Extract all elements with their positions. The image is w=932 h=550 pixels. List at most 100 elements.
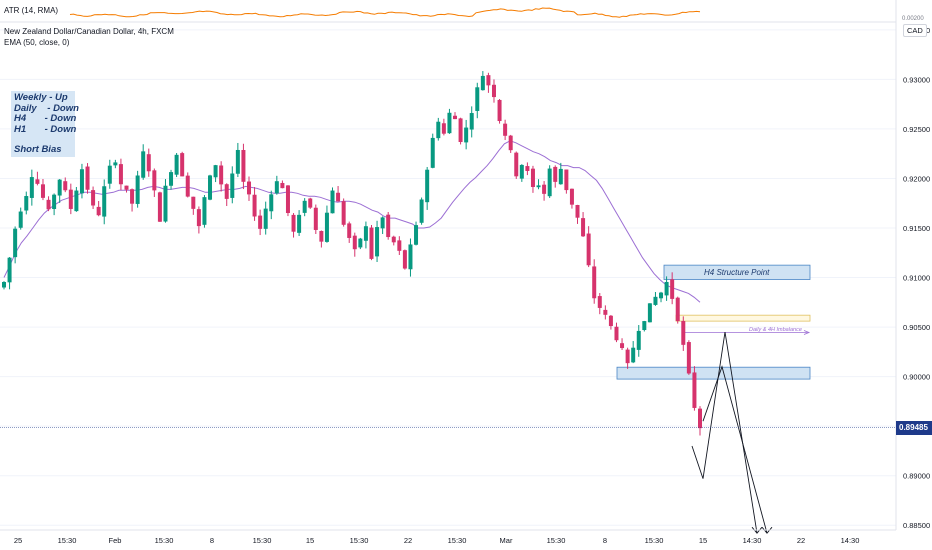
candle-body bbox=[536, 185, 541, 188]
candle-body bbox=[675, 297, 680, 322]
chart-symbol-title[interactable]: New Zealand Dollar/Canadian Dollar, 4h, … bbox=[4, 27, 174, 36]
x-tick-label: 15 bbox=[306, 536, 314, 545]
candle-body bbox=[369, 227, 374, 259]
x-tick-label: 22 bbox=[404, 536, 412, 545]
y-tick-label: 0.91000 bbox=[903, 274, 930, 283]
x-tick-label: 15:30 bbox=[448, 536, 467, 545]
candle-body bbox=[263, 208, 268, 229]
zones-layer bbox=[616, 264, 811, 380]
atr-value-label: 0.00200 bbox=[902, 16, 924, 22]
candle-body bbox=[475, 87, 480, 111]
candle-body bbox=[297, 214, 302, 233]
candle-body bbox=[363, 226, 368, 241]
candle-body bbox=[213, 165, 218, 178]
candle-body bbox=[208, 175, 213, 200]
candle-body bbox=[486, 75, 491, 86]
candle-body bbox=[391, 236, 396, 243]
candle-body bbox=[169, 172, 174, 186]
candle-body bbox=[414, 225, 419, 245]
candle-body bbox=[246, 181, 251, 195]
currency-tag[interactable]: CAD bbox=[903, 24, 927, 37]
candle-body bbox=[647, 303, 652, 323]
candle-body bbox=[63, 181, 68, 191]
candle-body bbox=[57, 179, 62, 196]
candle-body bbox=[285, 185, 290, 214]
zone-imbalance[interactable] bbox=[675, 314, 811, 322]
candle-body bbox=[386, 214, 391, 238]
bias-panel: Weekly - Up Daily - Down H4 - Down H1 - … bbox=[11, 91, 79, 157]
atr-line bbox=[69, 7, 701, 18]
candle-body bbox=[447, 112, 452, 134]
projection-line-b bbox=[702, 365, 768, 534]
zone-structure[interactable] bbox=[663, 264, 811, 280]
x-tick-label: 8 bbox=[210, 536, 214, 545]
candle-body bbox=[235, 149, 240, 174]
candle-body bbox=[302, 200, 307, 213]
candle-body bbox=[91, 190, 96, 206]
candle-body bbox=[608, 315, 613, 327]
candle-body bbox=[614, 326, 619, 341]
bias-h4: H4 - Down bbox=[14, 113, 77, 124]
ema-indicator-title[interactable]: EMA (50, close, 0) bbox=[4, 38, 70, 47]
candle-body bbox=[146, 154, 151, 172]
x-tick-label: 22 bbox=[797, 536, 805, 545]
bias-h1: H1 - Down bbox=[14, 123, 77, 135]
candle-body bbox=[130, 189, 135, 204]
candle-body bbox=[347, 223, 352, 238]
y-axis-ticks[interactable]: 0.935000.930000.925000.920000.915000.910… bbox=[903, 26, 930, 530]
candle-body bbox=[620, 343, 625, 349]
candle-body bbox=[408, 244, 413, 270]
candle-body bbox=[29, 177, 34, 198]
atr-indicator-title[interactable]: ATR (14, RMA) bbox=[4, 6, 59, 15]
candle-body bbox=[13, 228, 18, 258]
candle-body bbox=[141, 151, 146, 178]
candle-body bbox=[7, 257, 12, 283]
candle-body bbox=[636, 330, 641, 350]
bias-daily: Daily - Down bbox=[14, 102, 79, 114]
candle-body bbox=[185, 175, 190, 197]
candle-body bbox=[581, 218, 586, 237]
candle-body bbox=[24, 196, 29, 211]
y-tick-label: 0.89000 bbox=[903, 472, 930, 481]
y-tick-label: 0.88500 bbox=[903, 521, 930, 530]
zone-support[interactable] bbox=[616, 366, 811, 380]
candle-body bbox=[52, 194, 57, 210]
candle-body bbox=[380, 217, 385, 229]
price-grid bbox=[0, 29, 896, 526]
candle-body bbox=[542, 184, 547, 194]
candle-body bbox=[124, 185, 129, 190]
x-tick-label: Feb bbox=[109, 536, 122, 545]
candle-body bbox=[659, 292, 664, 299]
candle-body bbox=[453, 115, 458, 120]
candle-body bbox=[196, 209, 201, 227]
candle-body bbox=[397, 240, 402, 251]
ema-50-line bbox=[3, 140, 701, 303]
candle-body bbox=[74, 190, 79, 212]
candle-body bbox=[191, 196, 196, 209]
candle-body bbox=[441, 123, 446, 134]
projection-line-a bbox=[691, 331, 758, 534]
candle-body bbox=[219, 165, 224, 185]
x-axis-ticks[interactable]: 25 15:30 Feb 15:30 8 15:30 15 15:30 22 15:30 Mar 15… bbox=[14, 536, 860, 545]
candle-body bbox=[18, 211, 23, 228]
candle-body bbox=[681, 320, 686, 345]
x-tick-label: 14:30 bbox=[841, 536, 860, 545]
candle-body bbox=[525, 166, 530, 171]
candle-body bbox=[425, 169, 430, 203]
candle-body bbox=[324, 212, 329, 242]
y-tick-label: 0.93000 bbox=[903, 75, 930, 84]
candle-body bbox=[575, 204, 580, 218]
candle-body bbox=[308, 198, 313, 208]
candle-body bbox=[547, 168, 552, 197]
x-tick-label: 15:30 bbox=[155, 536, 174, 545]
candle-body bbox=[313, 207, 318, 230]
x-tick-label: 8 bbox=[603, 536, 607, 545]
candle-body bbox=[35, 179, 40, 184]
candle-body bbox=[2, 282, 6, 288]
candle-body bbox=[241, 149, 246, 182]
candle-body bbox=[402, 250, 407, 269]
candle-body bbox=[258, 215, 263, 229]
candle-body bbox=[603, 309, 608, 315]
candle-body bbox=[497, 99, 502, 122]
